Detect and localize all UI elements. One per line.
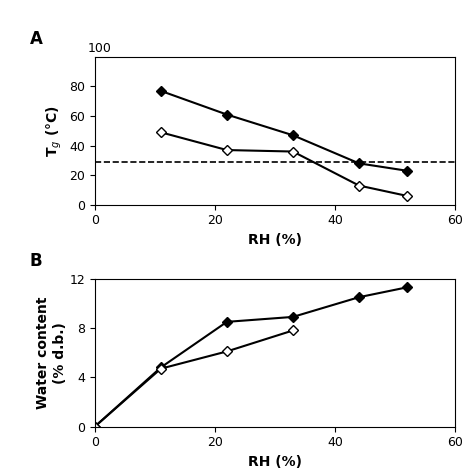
X-axis label: RH (%): RH (%) bbox=[248, 455, 302, 469]
Text: 100: 100 bbox=[88, 42, 111, 55]
Y-axis label: T$_g$ (°C): T$_g$ (°C) bbox=[44, 105, 64, 156]
Y-axis label: Water content
(% d.b.): Water content (% d.b.) bbox=[36, 296, 66, 409]
X-axis label: RH (%): RH (%) bbox=[248, 233, 302, 247]
Text: A: A bbox=[30, 30, 43, 48]
Text: B: B bbox=[30, 252, 43, 270]
